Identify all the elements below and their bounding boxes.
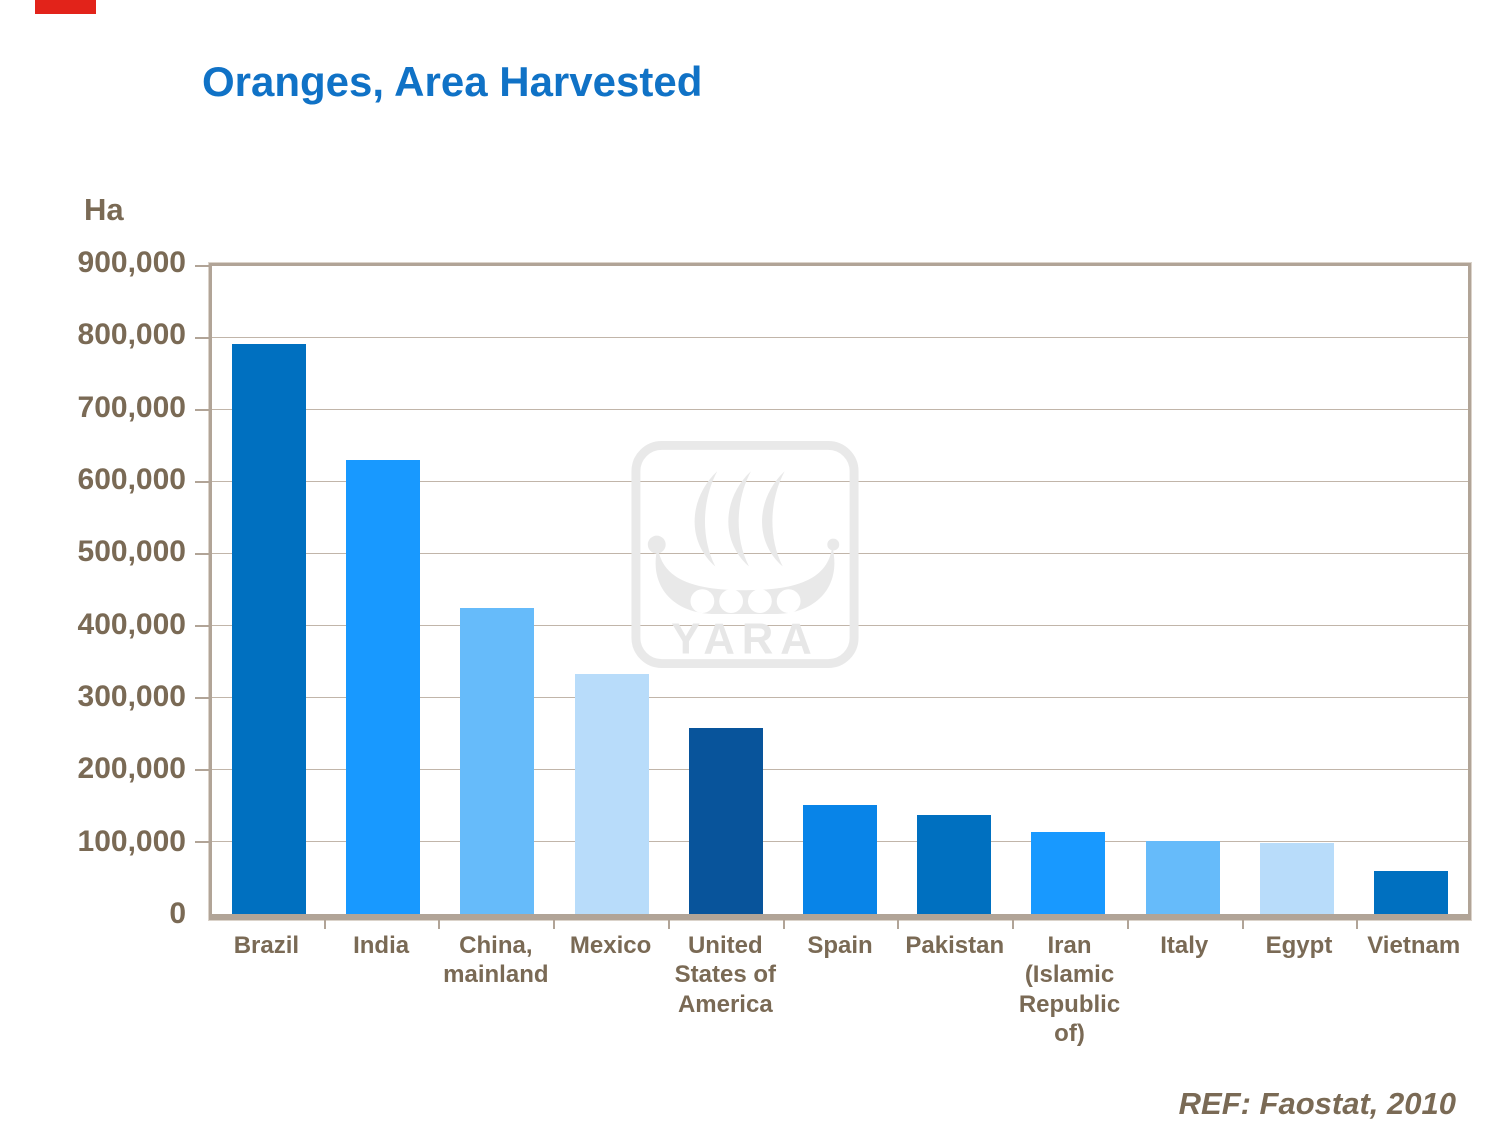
x-category-label: Brazil — [233, 932, 300, 959]
x-tick-mark — [1012, 920, 1015, 929]
x-tick-mark — [782, 920, 785, 929]
y-tick-mark — [195, 625, 209, 628]
x-tick-mark — [667, 920, 670, 929]
x-tick-mark — [323, 920, 326, 929]
x-category-label: Egypt — [1265, 932, 1333, 959]
red-accent-bar — [35, 0, 96, 14]
x-label-slot: Mexico — [553, 931, 668, 1048]
bar-slot — [783, 266, 897, 914]
bar-india — [346, 460, 421, 914]
bar-slot — [1126, 266, 1240, 914]
x-tick-mark — [553, 920, 556, 929]
x-label-slot: United States of America — [668, 931, 783, 1048]
bar-slot — [897, 266, 1011, 914]
x-category-label: India — [353, 932, 410, 959]
gridline — [212, 769, 1468, 771]
y-tick-label: 700,000 — [77, 390, 186, 424]
y-tick-label: 0 — [169, 897, 186, 930]
y-tick-label: 200,000 — [77, 752, 186, 786]
y-tick-mark — [195, 337, 209, 340]
bar-slot — [555, 266, 669, 914]
bar-slot — [1354, 266, 1468, 914]
y-tick-mark — [195, 841, 209, 844]
x-tick-mark — [897, 920, 900, 929]
x-tick-mark — [1356, 920, 1359, 929]
bars-container — [212, 266, 1468, 914]
x-label-slot: India — [324, 931, 439, 1048]
x-label-slot: Vietnam — [1356, 931, 1471, 1048]
bar-mexico — [574, 674, 649, 914]
gridline — [212, 697, 1468, 698]
bar-slot — [1240, 266, 1354, 914]
y-tick-mark — [195, 553, 209, 555]
bar-slot — [669, 266, 783, 914]
x-category-label: Iran (Islamic Republic of) — [1018, 932, 1121, 1047]
x-label-slot: Pakistan — [897, 931, 1012, 1048]
bar-pakistan — [917, 814, 992, 914]
x-axis-ticks — [209, 920, 1471, 930]
x-label-slot: China, mainland — [438, 931, 553, 1048]
bar-slot — [326, 266, 440, 914]
x-category-label: Italy — [1160, 932, 1209, 959]
y-axis-unit-label: Ha — [84, 192, 124, 227]
gridline — [212, 409, 1468, 410]
y-tick-mark — [195, 697, 209, 700]
reference-note: REF: Faostat, 2010 — [1178, 1086, 1456, 1121]
x-category-label: Pakistan — [905, 932, 1005, 959]
y-tick-label: 500,000 — [77, 535, 186, 569]
x-tick-mark — [438, 920, 441, 929]
y-tick-mark — [195, 409, 209, 411]
y-tick-mark — [195, 481, 209, 484]
x-category-label: Spain — [807, 932, 873, 959]
x-category-label: Vietnam — [1367, 932, 1461, 959]
y-tick-label: 600,000 — [77, 463, 186, 496]
plot-area: YARA — [195, 263, 1471, 920]
x-category-label: Mexico — [569, 932, 652, 959]
x-label-slot: Iran (Islamic Republic of) — [1012, 931, 1127, 1048]
bar-italy — [1145, 840, 1220, 914]
bar-iran-islamic-republic-of — [1031, 831, 1106, 914]
y-tick-mark — [195, 265, 209, 267]
chart-title: Oranges, Area Harvested — [202, 58, 703, 105]
y-tick-label: 100,000 — [77, 824, 186, 858]
y-tick-label: 400,000 — [77, 607, 186, 641]
y-tick-label: 300,000 — [77, 680, 186, 713]
bar-egypt — [1259, 842, 1334, 914]
x-tick-mark — [1126, 920, 1129, 929]
x-label-slot: Brazil — [209, 931, 324, 1048]
bar-china-mainland — [460, 608, 535, 914]
bar-slot — [440, 266, 554, 914]
y-axis-tick-labels: 0 100,000 200,000 300,000 400,000 500,000 600,… — [0, 246, 186, 930]
y-tick-mark — [195, 769, 209, 772]
x-label-slot: Italy — [1127, 931, 1242, 1048]
x-tick-mark — [1241, 920, 1244, 929]
x-category-label: China, mainland — [443, 932, 549, 989]
bar-slot — [212, 266, 326, 914]
bar-united-states-of-america — [688, 728, 763, 914]
bar-brazil — [232, 343, 307, 914]
y-tick-label: 900,000 — [77, 246, 186, 279]
bar-slot — [1011, 266, 1125, 914]
bar-spain — [803, 804, 878, 914]
gridline — [212, 337, 1468, 339]
x-axis-labels: Brazil India China, mainland Mexico United S… — [209, 931, 1471, 1048]
x-category-label: United States of America — [674, 932, 776, 1018]
bar-vietnam — [1373, 870, 1448, 914]
x-label-slot: Egypt — [1242, 931, 1357, 1048]
y-tick-label: 800,000 — [77, 318, 186, 352]
x-label-slot: Spain — [783, 931, 898, 1048]
